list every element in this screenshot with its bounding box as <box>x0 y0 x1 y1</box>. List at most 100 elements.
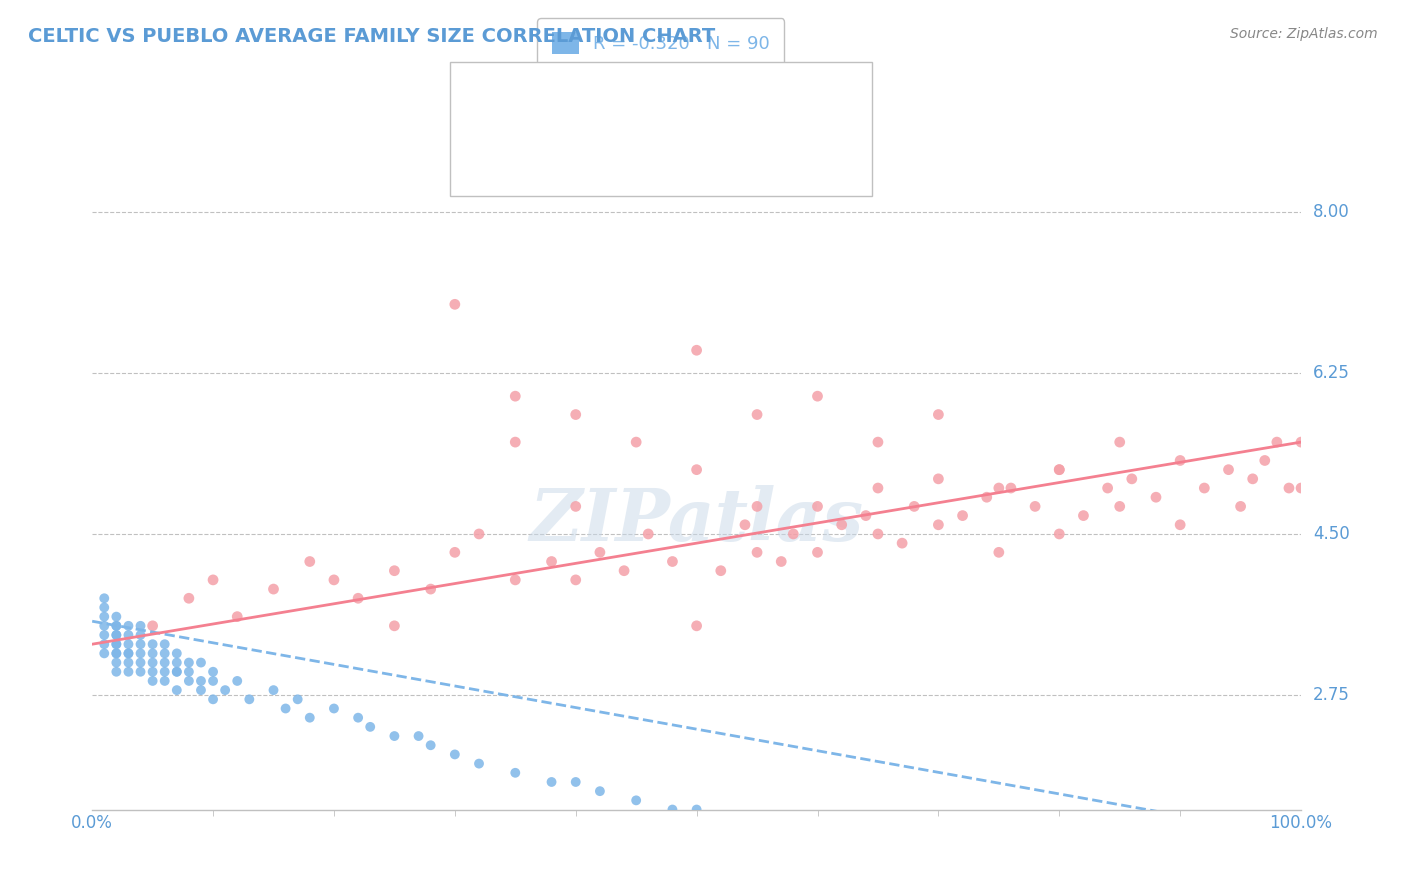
Point <box>177 656 200 670</box>
Point <box>1229 500 1251 514</box>
Point <box>153 673 176 688</box>
Point <box>927 408 949 422</box>
Point <box>238 692 260 706</box>
Point <box>661 803 683 817</box>
Point <box>105 646 128 660</box>
Point <box>177 673 200 688</box>
Point <box>117 646 139 660</box>
Point <box>384 564 406 578</box>
Point <box>117 656 139 670</box>
Point <box>202 665 225 679</box>
Point <box>540 775 562 789</box>
Point <box>166 683 188 698</box>
Point <box>855 508 877 523</box>
Point <box>105 656 128 670</box>
Point <box>745 408 768 422</box>
Point <box>142 673 165 688</box>
Point <box>105 619 128 633</box>
Point <box>166 656 188 670</box>
Point <box>468 756 491 771</box>
Point <box>153 646 176 660</box>
Point <box>384 729 406 743</box>
Point <box>564 500 586 514</box>
Point <box>1047 463 1070 477</box>
Point <box>927 472 949 486</box>
Point <box>263 683 285 698</box>
Point <box>323 701 346 715</box>
Point <box>770 555 793 569</box>
Point <box>503 765 526 780</box>
Point <box>117 628 139 642</box>
Point <box>129 665 152 679</box>
Point <box>105 609 128 624</box>
Point <box>745 545 768 559</box>
Point <box>745 821 768 835</box>
Point <box>564 408 586 422</box>
Point <box>93 609 115 624</box>
Point <box>105 628 128 642</box>
Point <box>1047 463 1070 477</box>
Point <box>1289 481 1312 495</box>
Legend: R = -0.320   N = 90, R =  0.575   N = 75: R = -0.320 N = 90, R = 0.575 N = 75 <box>537 18 785 100</box>
Point <box>866 527 889 541</box>
Point <box>129 646 152 660</box>
Point <box>540 555 562 569</box>
Point <box>503 435 526 450</box>
Text: CELTIC VS PUEBLO AVERAGE FAMILY SIZE CORRELATION CHART: CELTIC VS PUEBLO AVERAGE FAMILY SIZE COR… <box>28 27 716 45</box>
Point <box>153 637 176 651</box>
Point <box>153 665 176 679</box>
Point <box>117 665 139 679</box>
Point <box>589 545 612 559</box>
Point <box>806 830 828 844</box>
Point <box>443 747 465 762</box>
Point <box>831 517 853 532</box>
Point <box>142 637 165 651</box>
Point <box>105 619 128 633</box>
Point <box>93 628 115 642</box>
Point <box>866 839 889 854</box>
Point <box>806 500 828 514</box>
Point <box>685 463 707 477</box>
Point <box>105 628 128 642</box>
Point <box>468 527 491 541</box>
Point <box>177 665 200 679</box>
Point <box>214 683 236 698</box>
Point <box>129 656 152 670</box>
Point <box>806 389 828 403</box>
Point <box>419 582 441 596</box>
Point <box>142 656 165 670</box>
Point <box>624 793 647 807</box>
Text: ZIPatlas: ZIPatlas <box>530 484 863 556</box>
Point <box>1047 527 1070 541</box>
Point <box>359 720 381 734</box>
Point <box>298 555 321 569</box>
Point <box>142 665 165 679</box>
Text: Source: ZipAtlas.com: Source: ZipAtlas.com <box>1230 27 1378 41</box>
Point <box>226 673 249 688</box>
Point <box>177 591 200 606</box>
Point <box>987 545 1010 559</box>
Point <box>1108 867 1130 881</box>
Point <box>1097 481 1119 495</box>
Point <box>589 784 612 798</box>
Point <box>710 564 733 578</box>
Point <box>564 775 586 789</box>
Point <box>866 481 889 495</box>
Text: 2.75: 2.75 <box>1313 686 1350 704</box>
Point <box>166 665 188 679</box>
Point <box>685 619 707 633</box>
Point <box>1108 500 1130 514</box>
Point <box>226 609 249 624</box>
Point <box>1047 857 1070 871</box>
Point <box>443 545 465 559</box>
Point <box>129 619 152 633</box>
Point <box>93 600 115 615</box>
Point <box>1194 481 1216 495</box>
Point <box>1108 435 1130 450</box>
Point <box>117 637 139 651</box>
Point <box>105 646 128 660</box>
Point <box>105 637 128 651</box>
Point <box>323 573 346 587</box>
Point <box>661 555 683 569</box>
Point <box>1121 472 1143 486</box>
